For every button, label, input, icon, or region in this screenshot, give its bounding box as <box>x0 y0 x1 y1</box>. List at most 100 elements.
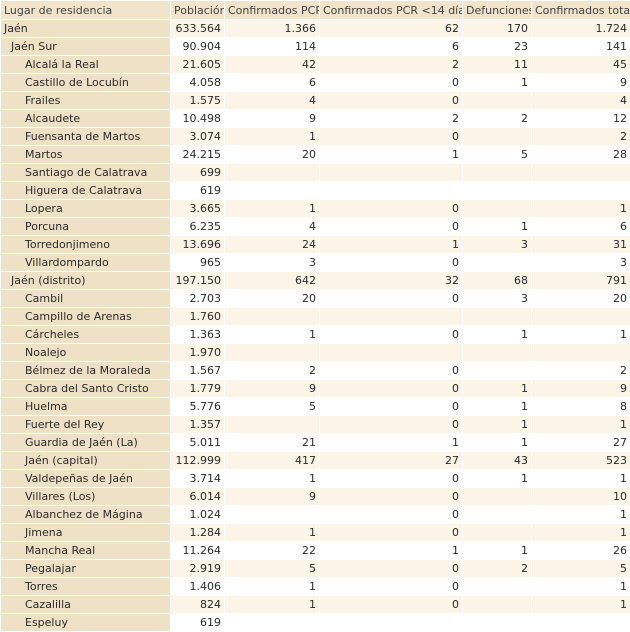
cell: 0 <box>320 74 463 92</box>
cell: 5.776 <box>171 398 225 416</box>
cell: 10.498 <box>171 110 225 128</box>
cell: 3 <box>463 290 532 308</box>
place-name: Jaén (distrito) <box>1 272 171 290</box>
cell: 1 <box>532 200 630 218</box>
cell <box>320 308 463 326</box>
cell: 4 <box>225 218 320 236</box>
cell: 619 <box>171 614 225 632</box>
cell <box>532 182 630 200</box>
cell: 0 <box>320 398 463 416</box>
cell: 0 <box>320 200 463 218</box>
place-name: Porcuna <box>1 218 171 236</box>
cell: 2 <box>463 110 532 128</box>
cell: 9 <box>532 380 630 398</box>
cell: 9 <box>225 488 320 506</box>
cell <box>463 596 532 614</box>
place-name: Jaén <box>1 20 171 38</box>
column-header: Defunciones <box>463 1 532 20</box>
place-name: Mancha Real <box>1 542 171 560</box>
column-header: Confirmados PCR <14 días <box>320 1 463 20</box>
cell: 43 <box>463 452 532 470</box>
cell: 0 <box>320 380 463 398</box>
cell: 5 <box>532 560 630 578</box>
cell: 1 <box>225 200 320 218</box>
column-header: Lugar de residencia <box>1 1 171 20</box>
cell <box>463 182 532 200</box>
cell: 0 <box>320 560 463 578</box>
cell: 619 <box>171 182 225 200</box>
cell: 1.575 <box>171 92 225 110</box>
cell <box>463 200 532 218</box>
cell: 1 <box>463 218 532 236</box>
cell: 2 <box>463 560 532 578</box>
cell: 3 <box>463 236 532 254</box>
cell: 20 <box>225 290 320 308</box>
cell <box>463 488 532 506</box>
cell: 11 <box>463 56 532 74</box>
place-name: Higuera de Calatrava <box>1 182 171 200</box>
column-header: Confirmados total <box>532 1 630 20</box>
cell: 523 <box>532 452 630 470</box>
cell: 0 <box>320 218 463 236</box>
place-name: Villares (Los) <box>1 488 171 506</box>
cell: 3.665 <box>171 200 225 218</box>
cell: 0 <box>320 488 463 506</box>
cell: 1 <box>463 434 532 452</box>
cell: 1.366 <box>225 20 320 38</box>
cell: 3.074 <box>171 128 225 146</box>
cell <box>463 128 532 146</box>
cell: 1 <box>225 470 320 488</box>
cell: 1 <box>320 542 463 560</box>
cell: 170 <box>463 20 532 38</box>
cell: 3.714 <box>171 470 225 488</box>
cell: 4.058 <box>171 74 225 92</box>
cell: 1 <box>320 146 463 164</box>
cell: 1 <box>463 74 532 92</box>
place-name: Santiago de Calatrava <box>1 164 171 182</box>
place-name: Jaén (capital) <box>1 452 171 470</box>
place-name: Valdepeñas de Jaén <box>1 470 171 488</box>
cell: 1 <box>320 434 463 452</box>
place-name: Castillo de Locubín <box>1 74 171 92</box>
cell: 3 <box>532 254 630 272</box>
cell: 5 <box>225 398 320 416</box>
place-name: Campillo de Arenas <box>1 308 171 326</box>
cell <box>225 164 320 182</box>
cell <box>320 614 463 632</box>
cell: 1.567 <box>171 362 225 380</box>
cell: 1 <box>532 578 630 596</box>
cell: 1 <box>225 524 320 542</box>
cell <box>463 344 532 362</box>
cell: 1 <box>463 416 532 434</box>
cell: 1 <box>532 470 630 488</box>
place-name: Cárcheles <box>1 326 171 344</box>
cell: 28 <box>532 146 630 164</box>
cell: 0 <box>320 128 463 146</box>
cell <box>320 344 463 362</box>
cell: 1 <box>532 596 630 614</box>
cell: 965 <box>171 254 225 272</box>
cell: 5.011 <box>171 434 225 452</box>
cell: 8 <box>532 398 630 416</box>
cell: 31 <box>532 236 630 254</box>
place-name: Noalejo <box>1 344 171 362</box>
place-name: Pegalajar <box>1 560 171 578</box>
